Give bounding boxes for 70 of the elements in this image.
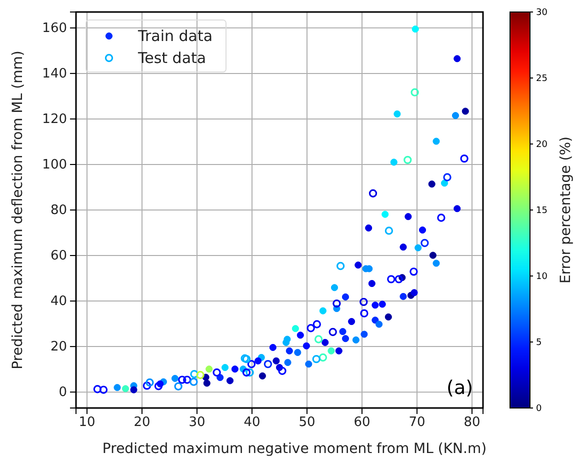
point xyxy=(278,366,286,375)
point xyxy=(312,354,320,364)
point xyxy=(183,376,192,384)
point xyxy=(328,328,337,336)
point xyxy=(242,354,251,364)
x-tick-label: 70 xyxy=(408,415,426,430)
color-bar-label: 5 xyxy=(536,338,542,348)
y-tick-label: 100 xyxy=(42,158,67,173)
point xyxy=(247,360,256,368)
point xyxy=(318,353,328,362)
x-tick-label: 50 xyxy=(298,415,316,430)
x-axis-title: Predicted maximum negative moment from ML (KN.m) xyxy=(102,441,487,457)
y-tick-label: 20 xyxy=(50,340,67,355)
y-tick-label: 140 xyxy=(42,66,67,82)
color-bar-label: 0 xyxy=(536,404,542,414)
y-tick-label: 60 xyxy=(50,248,67,264)
point xyxy=(332,299,341,308)
y-tick-label: 0 xyxy=(58,385,67,400)
point xyxy=(404,156,412,164)
point xyxy=(312,320,321,328)
y-tick-label: 40 xyxy=(50,294,67,310)
point xyxy=(420,238,429,248)
point xyxy=(384,226,394,235)
point xyxy=(240,354,249,362)
point xyxy=(360,298,368,306)
legend-label: Train data xyxy=(137,27,213,45)
x-tick-label: 20 xyxy=(134,415,150,430)
point xyxy=(154,382,163,390)
y-tick-label: 160 xyxy=(42,21,67,36)
y-tick-label: 120 xyxy=(42,112,67,128)
color-bar-label: 25 xyxy=(536,74,548,84)
point xyxy=(246,368,254,377)
point xyxy=(174,382,182,390)
point xyxy=(196,370,204,380)
point xyxy=(443,173,452,182)
x-tick-label: 30 xyxy=(188,415,206,430)
point xyxy=(410,88,419,96)
color-bar-title: Error percentage (%) xyxy=(558,136,574,284)
color-bar-label: 15 xyxy=(536,206,548,216)
x-tick-label: 40 xyxy=(244,415,260,430)
point xyxy=(437,214,446,222)
x-tick-label: 10 xyxy=(78,415,96,430)
point xyxy=(387,275,396,284)
point xyxy=(212,368,221,377)
point xyxy=(410,268,418,276)
color-bar-label: 30 xyxy=(536,8,548,18)
point xyxy=(360,309,368,318)
point xyxy=(394,275,403,284)
y-axis-title: Predicted maximum deflection from ML (mm) xyxy=(10,50,26,370)
annotation: (a) xyxy=(446,377,473,399)
point xyxy=(146,378,154,387)
point xyxy=(178,376,186,384)
point xyxy=(242,368,251,377)
color-bar-label: 10 xyxy=(536,272,548,282)
legend-label: Test data xyxy=(137,49,206,67)
point xyxy=(93,385,102,394)
point xyxy=(306,324,315,332)
point xyxy=(142,382,152,390)
x-tick-label: 60 xyxy=(354,415,370,430)
point xyxy=(368,189,378,198)
x-tick-label: 80 xyxy=(464,415,480,430)
point xyxy=(190,378,198,386)
point xyxy=(99,386,108,394)
point xyxy=(460,154,468,163)
point xyxy=(336,262,345,270)
point xyxy=(264,360,272,368)
color-bar-label: 20 xyxy=(536,140,548,150)
point xyxy=(314,335,323,344)
y-tick-label: 80 xyxy=(50,203,67,218)
point xyxy=(190,370,198,378)
